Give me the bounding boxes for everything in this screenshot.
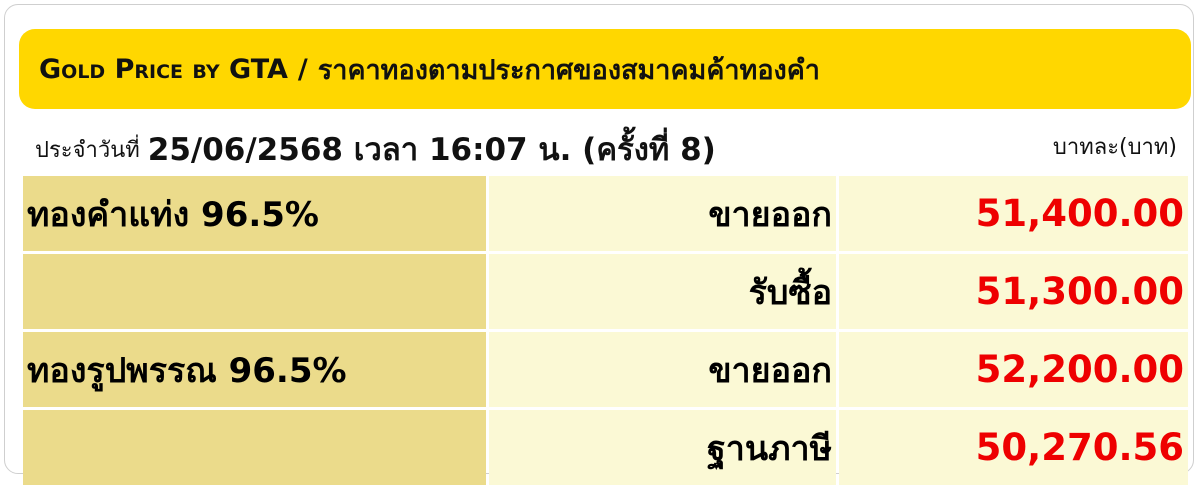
price-cell: 51,300.00: [839, 254, 1188, 329]
type-cell: รับซื้อ: [489, 254, 836, 329]
date-label: ประจำวันที่: [35, 137, 140, 163]
type-cell: ฐานภาษี: [489, 410, 836, 485]
header-banner: Gold Price by GTA / ราคาทองตามประกาศของส…: [19, 29, 1191, 109]
date-row: ประจำวันที่ 25/06/2568 เวลา 16:07 น. (คร…: [35, 123, 1177, 175]
table-row: ทองรูปพรรณ 96.5% ขายออก 52,200.00: [23, 332, 1188, 407]
gold-price-card: Gold Price by GTA / ราคาทองตามประกาศของส…: [4, 4, 1194, 485]
table-row: ทองคำแท่ง 96.5% ขายออก 51,400.00: [23, 176, 1188, 251]
category-cell: ทองรูปพรรณ 96.5%: [23, 332, 486, 407]
price-cell: 50,270.56: [839, 410, 1188, 485]
category-cell: ทองคำแท่ง 96.5%: [23, 176, 486, 251]
table-row: รับซื้อ 51,300.00: [23, 254, 1188, 329]
category-cell: [23, 254, 486, 329]
unit-label: บาทละ(บาท): [1052, 135, 1177, 160]
category-cell: [23, 410, 486, 485]
price-table: ทองคำแท่ง 96.5% ขายออก 51,400.00 รับซื้อ…: [23, 176, 1188, 488]
title-thai: ราคาทองตามประกาศของสมาคมค้าทองคำ: [317, 54, 820, 86]
date-time-value: 25/06/2568 เวลา 16:07 น. (ครั้งที่ 8): [147, 132, 716, 168]
title-english: Gold Price by GTA: [39, 53, 288, 85]
price-cell: 52,200.00: [839, 332, 1188, 407]
table-row: ฐานภาษี 50,270.56: [23, 410, 1188, 485]
type-cell: ขายออก: [489, 176, 836, 251]
type-cell: ขายออก: [489, 332, 836, 407]
price-cell: 51,400.00: [839, 176, 1188, 251]
title-separator: /: [297, 53, 308, 85]
